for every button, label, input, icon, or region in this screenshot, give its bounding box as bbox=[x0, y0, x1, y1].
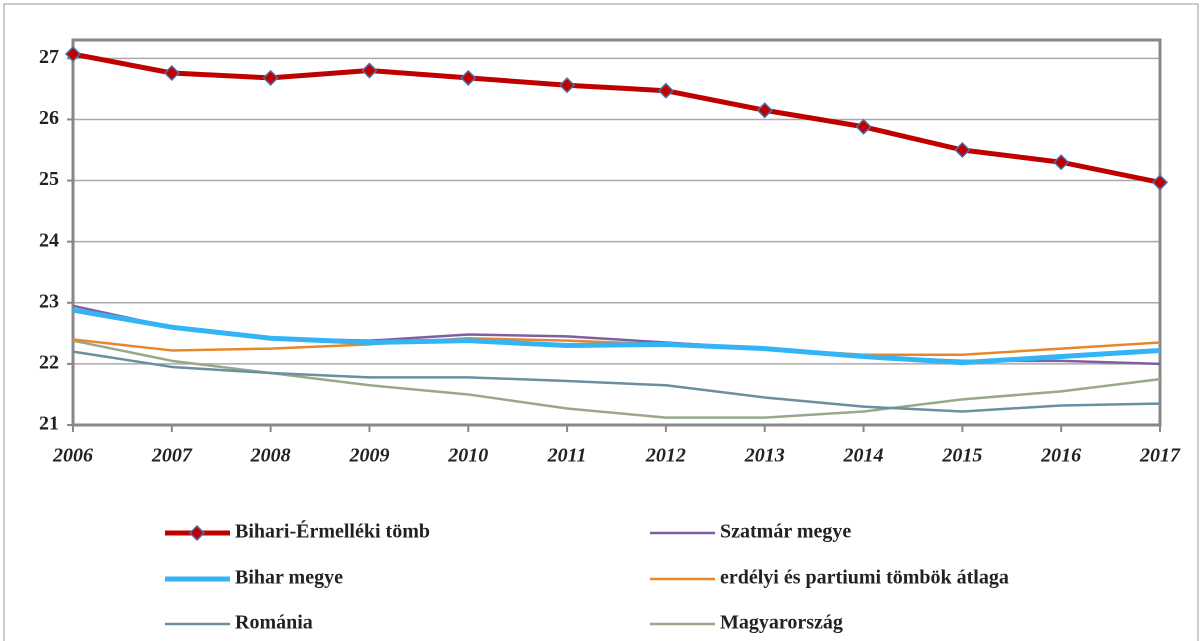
frame bbox=[3, 3, 1199, 641]
legend-marker bbox=[188, 524, 206, 542]
y-tick-label: 22 bbox=[39, 351, 59, 373]
marker bbox=[855, 118, 872, 135]
x-tick-label: 2007 bbox=[151, 445, 193, 467]
legend-label: Románia bbox=[235, 612, 313, 634]
legend-label: Szatmár megye bbox=[720, 521, 851, 543]
marker bbox=[1053, 154, 1070, 171]
x-tick-label: 2009 bbox=[348, 445, 389, 467]
x-tick-label: 2016 bbox=[1040, 445, 1081, 467]
marker bbox=[1151, 174, 1169, 191]
legend-label: Bihar megye bbox=[235, 567, 343, 589]
x-tick-label: 2008 bbox=[250, 445, 291, 467]
x-tick-label: 2015 bbox=[941, 445, 982, 467]
x-tick-label: 2011 bbox=[547, 445, 587, 467]
y-tick-label: 24 bbox=[39, 229, 59, 251]
x-tick-label: 2014 bbox=[843, 445, 884, 467]
y-tick-label: 27 bbox=[39, 46, 59, 68]
marker bbox=[657, 82, 674, 99]
series-line bbox=[72, 350, 1161, 413]
marker bbox=[361, 62, 378, 79]
x-tick-label: 2006 bbox=[52, 445, 93, 467]
x-tick-label: 2012 bbox=[645, 445, 686, 467]
x-tick-label: 2013 bbox=[744, 445, 785, 467]
x-tick-label: 2010 bbox=[447, 445, 488, 467]
legend-label: erdélyi és partiumi tömbök átlaga bbox=[720, 567, 1009, 589]
x-tick-label: 2017 bbox=[1139, 445, 1181, 467]
marker bbox=[954, 141, 971, 159]
y-tick-label: 23 bbox=[39, 290, 59, 312]
marker bbox=[163, 64, 180, 82]
series-line bbox=[72, 307, 1161, 366]
marker bbox=[559, 77, 576, 94]
plot-border bbox=[71, 38, 1162, 427]
legend-label: Bihari-Érmelléki tömb bbox=[235, 520, 430, 543]
y-tick-label: 21 bbox=[39, 413, 59, 435]
marker bbox=[262, 69, 279, 86]
y-tick-label: 25 bbox=[39, 168, 59, 190]
marker bbox=[756, 102, 773, 119]
y-tick-label: 26 bbox=[39, 107, 59, 129]
legend-label: Magyarország bbox=[720, 612, 843, 634]
marker bbox=[460, 69, 477, 86]
marker bbox=[64, 45, 82, 63]
series-line bbox=[72, 51, 1161, 185]
